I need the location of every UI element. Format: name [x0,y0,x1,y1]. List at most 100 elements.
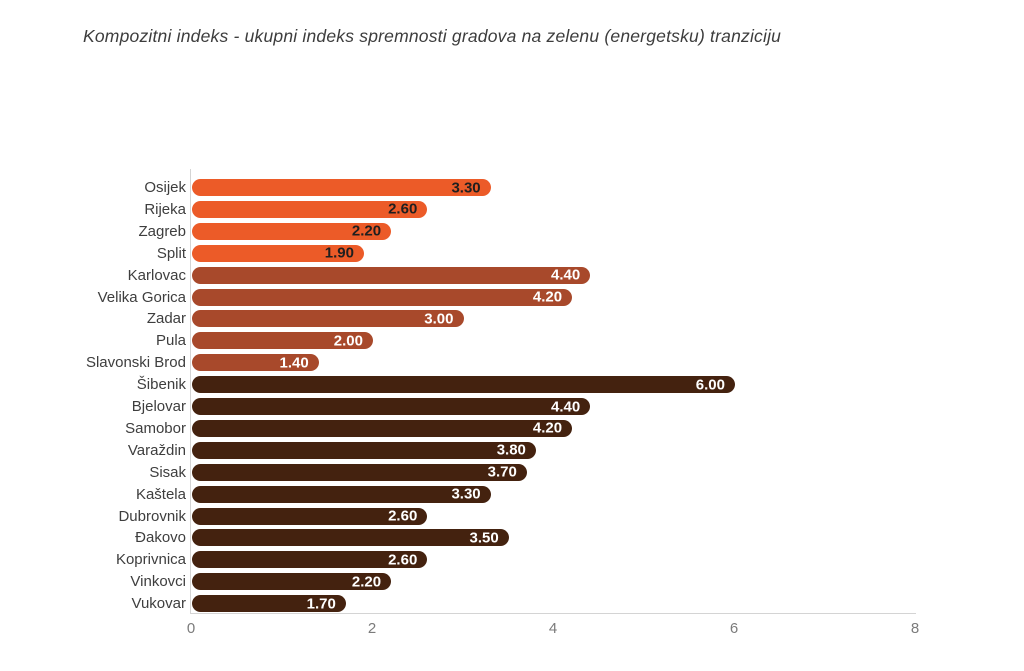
bar-track: 2.20 [192,573,916,591]
bar-row: Dubrovnik 2.60 [0,507,916,525]
bar-row: Zadar 3.00 [0,310,916,328]
x-tick-label: 4 [548,620,558,637]
bar-row: Varaždin 3.80 [0,441,916,459]
category-label: Varaždin [127,441,186,459]
x-tick-label: 0 [186,620,196,637]
bar: 4.40 [192,266,591,284]
y-axis-line [190,169,191,613]
bar: 1.40 [192,354,319,372]
x-tick-label: 6 [729,620,739,637]
bar: 4.20 [192,288,573,306]
bar-row: Sisak 3.70 [0,463,916,481]
bar-value-label: 3.30 [451,485,481,503]
bar: 3.00 [192,310,464,328]
bar-row: Karlovac 4.40 [0,266,916,284]
category-label: Velika Gorica [97,288,186,306]
bar-value-label: 4.20 [532,419,563,437]
bar-value-label: 6.00 [695,376,725,394]
bar-row: Bjelovar 4.40 [0,398,916,415]
bar-row: Osijek 3.30 [0,179,916,196]
bar-row: Rijeka 2.60 [0,200,916,218]
x-tick-label: 8 [910,620,920,637]
bar-track: 2.20 [192,222,916,240]
x-axis-line [190,613,916,614]
category-label: Slavonski Brod [85,354,186,372]
category-label: Bjelovar [131,398,186,415]
bar-value-label: 2.60 [388,551,418,569]
bar-row: Vinkovci 2.20 [0,573,916,591]
category-label: Karlovac [127,266,186,284]
bar-value-label: 4.40 [550,266,581,284]
bar-track: 3.80 [192,441,916,459]
bar-track: 3.00 [192,310,916,328]
bar: 2.60 [192,200,428,218]
category-label: Split [156,244,186,262]
bar-value-label: 1.90 [324,244,354,262]
chart-title: Kompozitni indeks - ukupni indeks spremn… [83,26,782,46]
bar-value-label: 3.30 [451,179,481,196]
bar: 4.40 [192,398,591,415]
bar: 3.70 [192,463,527,481]
bar-value-label: 2.60 [388,200,418,218]
bar: 3.30 [192,179,491,196]
category-label: Zagreb [138,222,186,240]
x-tick-label: 2 [367,620,377,637]
bar: 6.00 [192,376,735,394]
category-label: Pula [155,332,186,350]
bar: 3.30 [192,485,491,503]
bar-track: 2.60 [192,507,916,525]
bar-track: 4.20 [192,288,916,306]
bar-track: 2.60 [192,551,916,569]
bar: 2.20 [192,573,392,591]
category-label: Samobor [125,419,186,437]
bar: 3.80 [192,441,536,459]
bar-track: 1.40 [192,354,916,372]
category-label: Zadar [146,310,186,328]
bar-track: 3.30 [192,179,916,196]
bar-value-label: 3.00 [424,310,454,328]
bar-value-label: 2.20 [351,573,382,591]
category-label: Osijek [144,179,186,196]
bar-row: Vukovar 1.70 [0,595,916,613]
bar-track: 3.30 [192,485,916,503]
bar-row: Velika Gorica 4.20 [0,288,916,306]
bar-value-label: 3.80 [496,441,526,459]
bar-value-label: 2.00 [333,332,363,350]
bar-track: 3.70 [192,463,916,481]
bar: 1.90 [192,244,364,262]
bar-track: 2.00 [192,332,916,350]
bar-row: Slavonski Brod 1.40 [0,354,916,372]
bar-value-label: 4.40 [550,398,581,415]
bar-row: Šibenik 6.00 [0,376,916,394]
bar: 2.20 [192,222,392,240]
bar-row: Zagreb 2.20 [0,222,916,240]
bar-value-label: 3.50 [469,529,499,547]
bar-value-label: 2.20 [351,222,382,240]
bar-value-label: 3.70 [487,463,517,481]
bar-track: 4.20 [192,419,916,437]
category-label: Sisak [149,463,186,481]
bar-track: 1.70 [192,595,916,613]
bar-value-label: 2.60 [388,507,418,525]
category-label: Đakovo [135,529,186,547]
bar-row: Pula 2.00 [0,332,916,350]
bar-track: 1.90 [192,244,916,262]
bar-track: 3.50 [192,529,916,547]
category-label: Šibenik [136,376,186,394]
category-label: Koprivnica [115,551,186,569]
category-label: Vukovar [131,595,186,613]
category-label: Vinkovci [130,573,186,591]
category-label: Kaštela [135,485,186,503]
bar-value-label: 1.40 [279,354,309,372]
bar-track: 4.40 [192,266,916,284]
bar-row: Koprivnica 2.60 [0,551,916,569]
bar-value-label: 1.70 [306,595,336,613]
bar-track: 4.40 [192,398,916,415]
bar-track: 6.00 [192,376,916,394]
bar-row: Kaštela 3.30 [0,485,916,503]
bar-row: Samobor 4.20 [0,419,916,437]
bar: 4.20 [192,419,573,437]
bar: 3.50 [192,529,509,547]
